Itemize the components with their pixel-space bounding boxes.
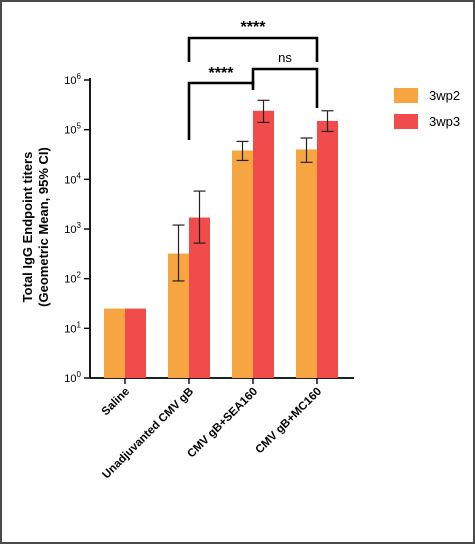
legend-label-3wp3: 3wp3 xyxy=(429,114,460,129)
bars xyxy=(104,110,338,379)
y-tick-label: 100 xyxy=(64,370,81,385)
bar-3wp3 xyxy=(317,120,338,378)
y-tick-label: 103 xyxy=(64,221,81,236)
significance-bracket xyxy=(187,81,255,140)
significance-label: ns xyxy=(278,50,292,65)
y-tick-label: 105 xyxy=(64,122,81,137)
error-bars xyxy=(172,99,334,282)
y-tick-label: 106 xyxy=(64,72,81,87)
significance-bracket xyxy=(187,36,319,62)
y-tick-label: 104 xyxy=(64,171,81,186)
significance-brackets: **** **** ns xyxy=(187,19,319,140)
y-tick-label: 102 xyxy=(64,271,81,286)
y-axis-label: Total IgG Endpoint titers (Geometric Mea… xyxy=(20,147,51,307)
bar-3wp2 xyxy=(232,150,253,378)
bar-3wp3 xyxy=(125,308,146,378)
bar-3wp3 xyxy=(253,110,274,379)
significance-label: **** xyxy=(241,19,267,36)
legend-swatch-3wp3 xyxy=(394,114,418,129)
bar-3wp2 xyxy=(296,149,317,378)
bar-3wp2 xyxy=(104,308,125,378)
bar-3wp3 xyxy=(189,217,210,378)
legend: 3wp2 3wp3 xyxy=(394,88,460,129)
y-tick-label: 101 xyxy=(64,320,81,335)
x-category-label: Saline xyxy=(100,386,132,418)
significance-label: **** xyxy=(209,65,235,82)
y-axis-label-line2: (Geometric Mean, 95% CI) xyxy=(36,147,51,307)
significance-bracket xyxy=(251,67,319,108)
legend-label-3wp2: 3wp2 xyxy=(429,88,460,103)
bar-3wp2 xyxy=(168,253,189,378)
y-axis-label-line1: Total IgG Endpoint titers xyxy=(20,152,35,303)
x-category-label: CMV gB+MC160 xyxy=(253,386,324,457)
legend-swatch-3wp2 xyxy=(394,88,418,103)
x-category-label: CMV gB+SEA160 xyxy=(185,386,260,461)
